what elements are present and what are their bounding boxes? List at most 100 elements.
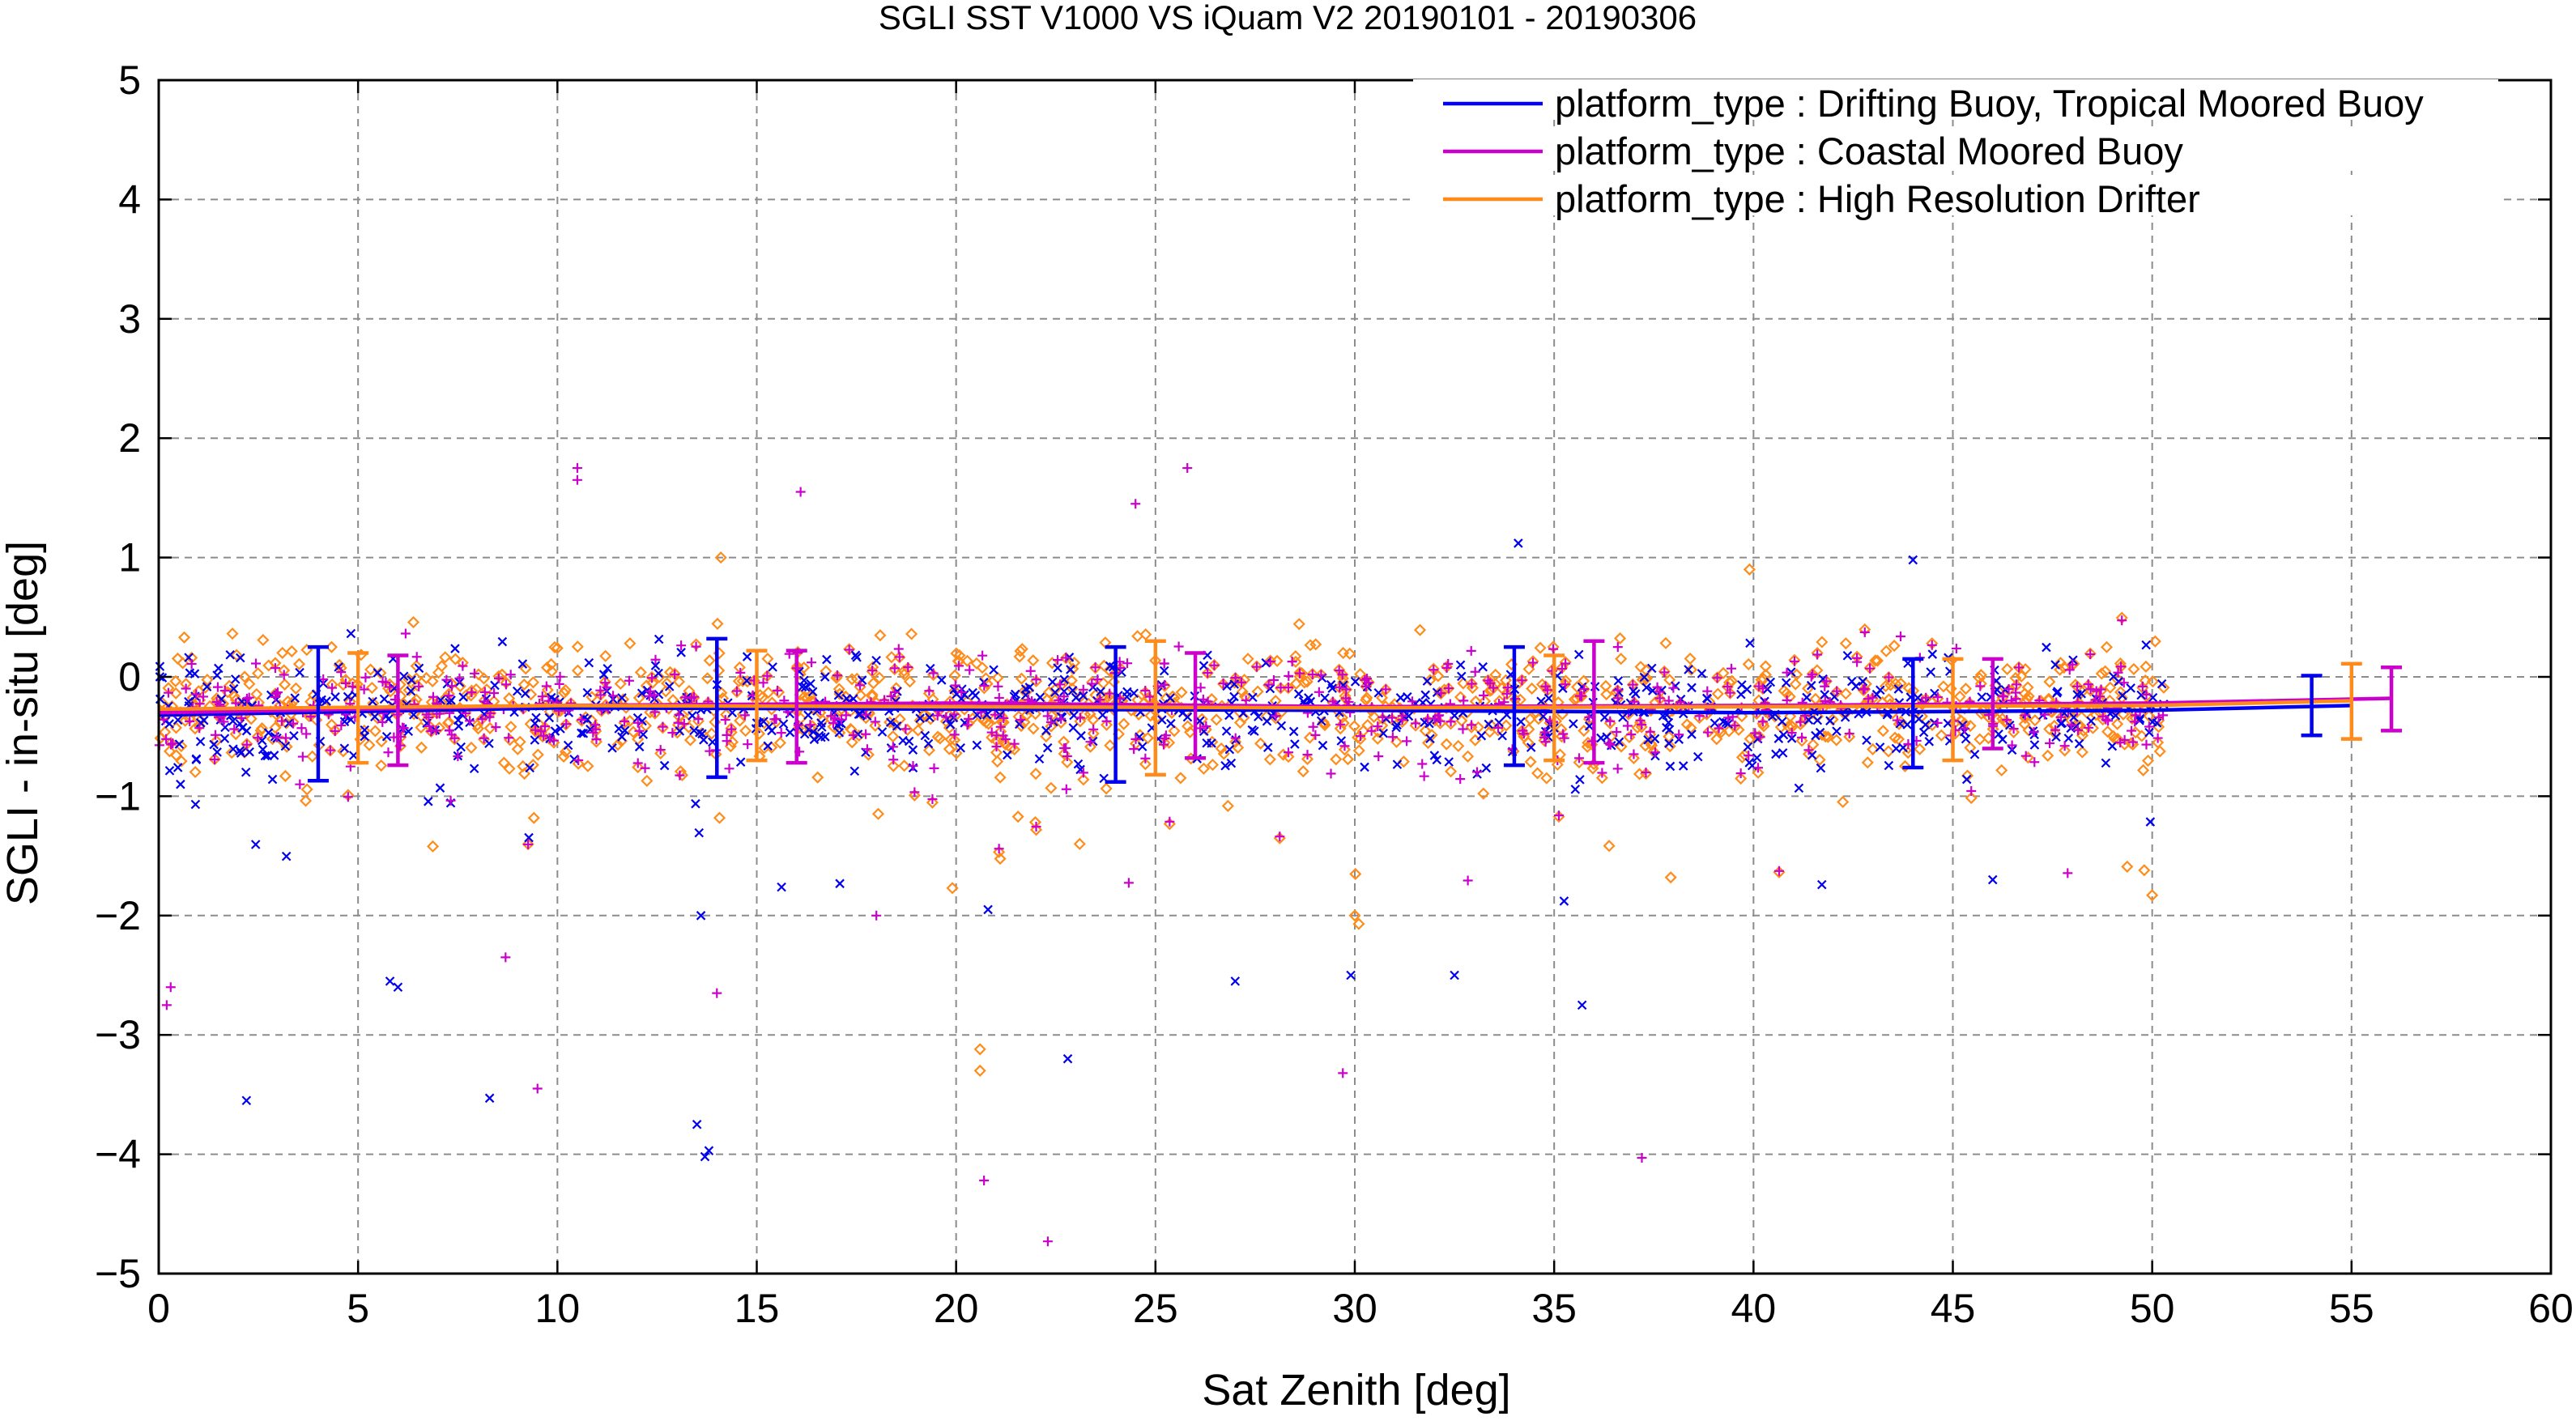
scatter-point [1863, 694, 1873, 704]
scatter-point [1446, 717, 1456, 727]
scatter-point [658, 721, 668, 732]
scatter-point [1140, 686, 1151, 696]
scatter-point [939, 715, 952, 728]
scatter-point [676, 640, 687, 651]
scatter-point [1075, 712, 1085, 723]
scatter-point [705, 727, 718, 740]
scatter-point [480, 683, 493, 696]
scatter-point [407, 675, 416, 685]
scatter-point [1371, 732, 1384, 745]
scatter-point [373, 668, 383, 678]
scatter-point [578, 729, 589, 738]
scatter-point [1702, 686, 1713, 696]
scatter-point [2145, 817, 2156, 827]
scatter-point [1302, 750, 1313, 760]
scatter-point [479, 733, 489, 743]
scatter-point [428, 691, 438, 702]
scatter-point [1027, 654, 1040, 667]
error-bar [347, 651, 369, 765]
scatter-point [1522, 723, 1535, 736]
scatter-point [894, 652, 905, 662]
scatter-point [877, 727, 888, 737]
scatter-point [271, 732, 282, 742]
scatter-point [1224, 744, 1235, 755]
scatter-point [922, 744, 936, 757]
scatter-point [2063, 868, 2073, 878]
scatter-point [1806, 680, 1816, 691]
scatter-point [1031, 821, 1041, 832]
scatter-point [964, 713, 974, 724]
scatter-point [742, 675, 752, 686]
scatter-point [449, 653, 462, 666]
x-tick-label: 15 [734, 1286, 780, 1331]
scatter-point [169, 674, 182, 687]
error-bar [1144, 639, 1166, 777]
scatter-point [497, 636, 508, 647]
scatter-point [297, 751, 308, 762]
scatter-point [2141, 739, 2152, 750]
scatter-point [1516, 727, 1529, 740]
scatter-point [519, 662, 532, 675]
scatter-point [1712, 673, 1722, 683]
scatter-point [956, 687, 967, 697]
scatter-point [1203, 668, 1213, 678]
scatter-point [2042, 749, 2054, 762]
scatter-point [1816, 636, 1829, 649]
scatter-point [1301, 752, 1314, 766]
scatter-point [1540, 681, 1551, 691]
scatter-point [1073, 759, 1084, 769]
scatter-point [1628, 679, 1638, 690]
scatter-point [1843, 730, 1856, 743]
scatter-point [269, 721, 282, 734]
scatter-point [640, 763, 650, 773]
scatter-point [962, 720, 973, 730]
scatter-point [1131, 630, 1144, 643]
scatter-point [237, 723, 248, 733]
scatter-point [664, 682, 675, 691]
scatter-point [1220, 760, 1230, 771]
scatter-point [1612, 727, 1622, 738]
scatter-point [517, 659, 528, 669]
scatter-point [2100, 640, 2114, 653]
scatter-point [617, 693, 627, 703]
scatter-point [1348, 720, 1361, 733]
scatter-point [835, 878, 845, 889]
scatter-point [620, 716, 630, 726]
scatter-point [632, 712, 643, 723]
scatter-point [321, 696, 331, 706]
scatter-point [1263, 679, 1274, 690]
scatter-point [1953, 690, 1966, 703]
scatter-point [1335, 682, 1345, 692]
scatter-point [999, 738, 1012, 751]
scatter-point [1090, 662, 1101, 673]
scatter-point [1893, 684, 1904, 694]
scatter-point [634, 725, 645, 736]
scatter-point [548, 640, 561, 653]
scatter-point [1470, 666, 1480, 677]
scatter-point [1605, 716, 1616, 726]
scatter-point [1488, 683, 1499, 693]
scatter-point [1573, 756, 1586, 769]
scatter-point [581, 759, 594, 772]
scatter-point [1577, 1000, 1587, 1010]
x-tick-label: 55 [2329, 1286, 2374, 1331]
scatter-point [288, 718, 299, 729]
scatter-point [798, 690, 811, 703]
scatter-point [1295, 666, 1308, 679]
scatter-point [725, 725, 738, 738]
scatter-point [2117, 615, 2127, 626]
error-bar [786, 649, 807, 765]
scatter-point [1140, 753, 1151, 764]
scatter-point [700, 1151, 710, 1162]
scatter-point [887, 759, 900, 772]
scatter-point [1230, 976, 1241, 986]
scatter-point [1773, 734, 1784, 743]
scatter-point [1224, 710, 1234, 721]
scatter-point [449, 733, 460, 743]
scatter-point [2158, 710, 2169, 721]
scatter-point [833, 690, 844, 700]
scatter-point [679, 719, 689, 730]
scatter-point [871, 807, 885, 820]
scatter-point [231, 698, 241, 708]
scatter-point [407, 615, 420, 629]
